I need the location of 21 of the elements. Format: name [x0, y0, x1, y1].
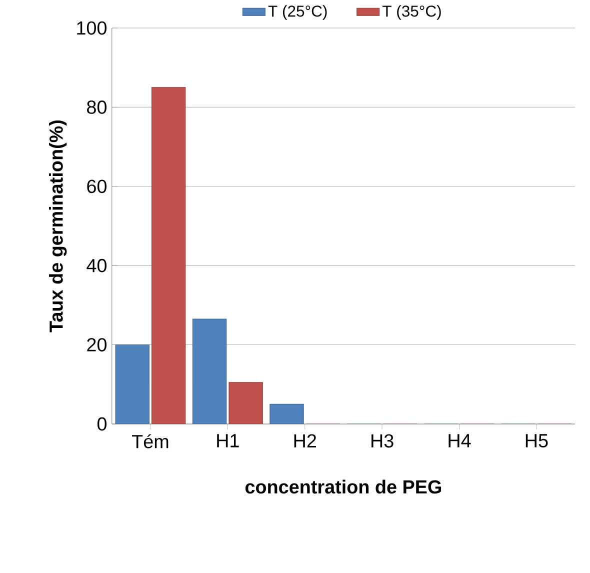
bar [192, 318, 227, 424]
x-tick-label: H2 [294, 434, 316, 448]
bar [228, 382, 263, 424]
x-tick-label: H4 [448, 434, 471, 448]
y-axis-title: Taux de germination(%) [48, 120, 67, 332]
x-tick-label: H1 [217, 434, 239, 448]
x-tick-label: H3 [372, 434, 394, 448]
y-tick-label: 60 [87, 180, 107, 193]
bar [270, 404, 304, 424]
x-tick-label: H5 [526, 434, 548, 448]
y-tick-label: 40 [86, 258, 107, 272]
y-tick-label: 100 [77, 21, 107, 35]
y-tick-label: 80 [87, 100, 107, 114]
x-axis-title: concentration de PEG [245, 480, 442, 494]
y-tick-label: 20 [87, 338, 107, 352]
legend-label: T (25°C) [268, 4, 327, 20]
x-tick-label: Tém [132, 434, 168, 448]
bar [152, 86, 186, 424]
y-tick-label: 0 [97, 417, 107, 430]
legend-label: T (35°C) [382, 4, 441, 20]
bar [115, 344, 150, 424]
